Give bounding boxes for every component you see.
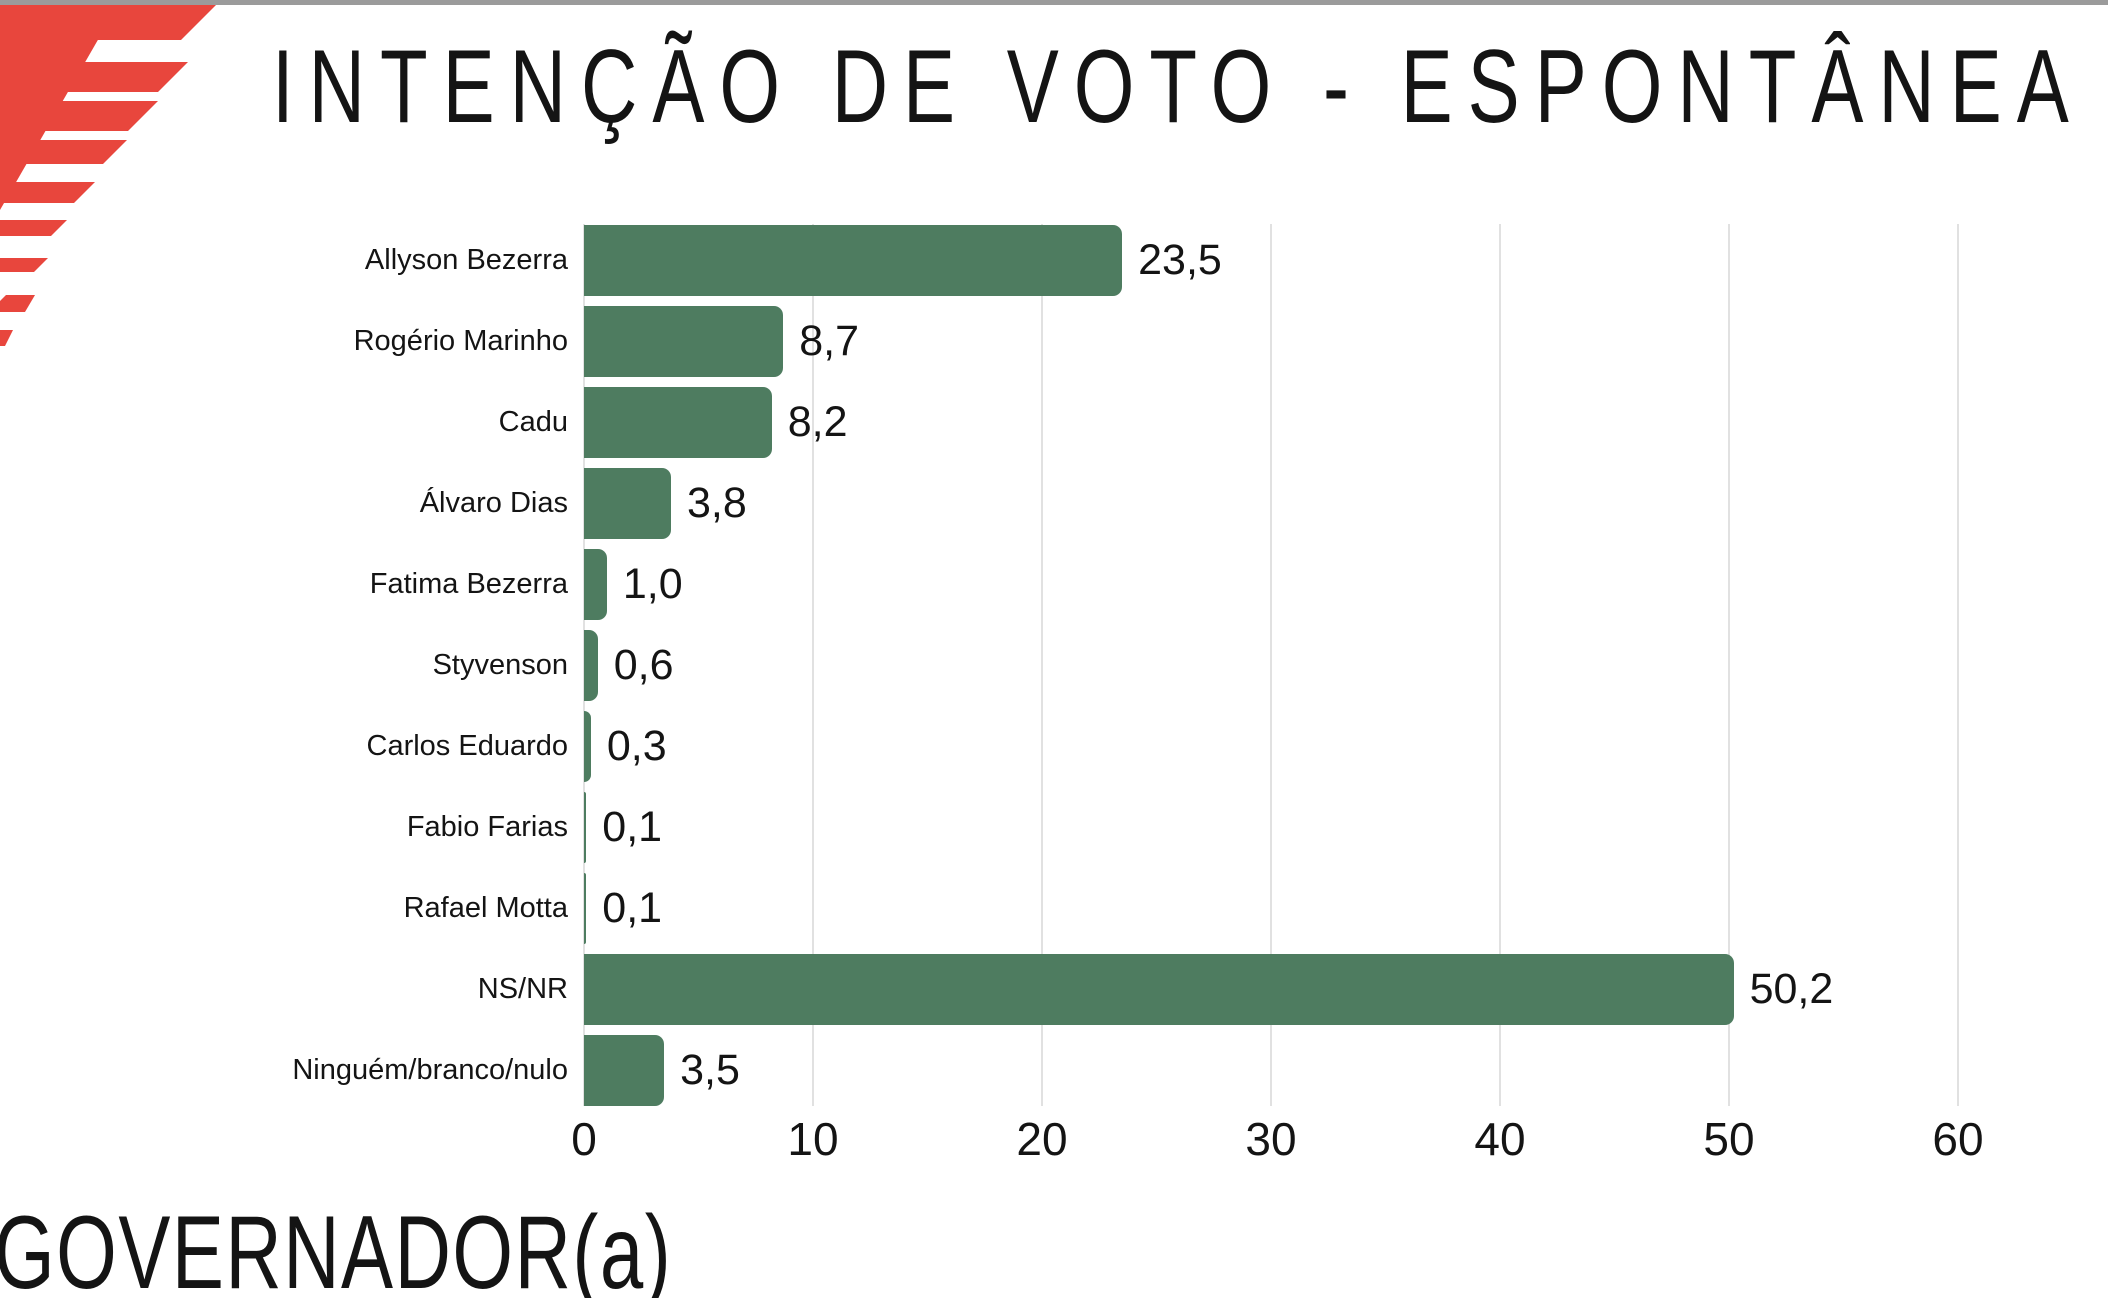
- value-label: 50,2: [1749, 965, 1834, 1013]
- category-label: NS/NR: [477, 973, 568, 1005]
- bar-row: Rafael Motta 0,1: [0, 873, 2108, 944]
- bar: [584, 711, 591, 782]
- gridline: [1957, 224, 1959, 1106]
- category-label: Rafael Motta: [403, 892, 568, 924]
- category-label: Allyson Bezerra: [364, 244, 568, 276]
- category-label: Fatima Bezerra: [369, 568, 568, 600]
- bar: [584, 549, 607, 620]
- bar-row: Rogério Marinho 8,7: [0, 306, 2108, 377]
- bar: [584, 954, 1734, 1025]
- bar-row: Allyson Bezerra 23,5: [0, 225, 2108, 296]
- bar: [584, 468, 672, 539]
- value-label: 0,1: [602, 803, 663, 851]
- bar-row: Álvaro Dias 3,8: [0, 468, 2108, 539]
- bar: [584, 387, 772, 458]
- bar: [584, 1035, 665, 1106]
- value-label: 0,3: [606, 722, 667, 770]
- category-label: Carlos Eduardo: [366, 730, 569, 762]
- category-label: Ninguém/branco/nulo: [292, 1054, 568, 1086]
- value-label: 0,1: [602, 884, 663, 932]
- bar-row: Carlos Eduardo 0,3: [0, 711, 2108, 782]
- gridline: [1728, 224, 1730, 1106]
- x-tick-label: 0: [571, 1113, 597, 1165]
- gridline: [1499, 224, 1501, 1106]
- bar-row: Fatima Bezerra 1,0: [0, 549, 2108, 620]
- value-label: 3,8: [687, 479, 747, 527]
- value-label: 8,2: [787, 398, 848, 446]
- bar: [584, 873, 587, 944]
- question-label: GOVERNADOR(a): [0, 1195, 673, 1298]
- category-label: Rogério Marinho: [353, 325, 568, 357]
- category-label: Cadu: [498, 406, 568, 438]
- page-title: INTENÇÃO DE VOTO - ESPONTÂNEA: [272, 29, 2084, 145]
- x-tick-label: 10: [787, 1113, 839, 1165]
- red-stripes-logo-icon: [0, 5, 216, 346]
- x-tick-label: 30: [1245, 1113, 1297, 1165]
- bar: [584, 306, 784, 377]
- bar-row: Cadu 8,2: [0, 387, 2108, 458]
- gridline: [1041, 224, 1043, 1106]
- gridline: [1270, 224, 1272, 1106]
- x-tick-label: 40: [1474, 1113, 1526, 1165]
- bar-row: Fabio Farias 0,1: [0, 792, 2108, 863]
- category-label: Álvaro Dias: [419, 487, 568, 519]
- bar: [584, 630, 598, 701]
- x-tick-label: 60: [1932, 1113, 1984, 1165]
- gridline: [812, 224, 814, 1106]
- x-tick-label: 20: [1016, 1113, 1068, 1165]
- category-label: Styvenson: [432, 649, 568, 681]
- bar: [584, 792, 587, 863]
- category-label: Fabio Farias: [406, 811, 568, 843]
- bar-row: NS/NR 50,2: [0, 954, 2108, 1025]
- x-tick-label: 50: [1703, 1113, 1755, 1165]
- bar-row: Styvenson 0,6: [0, 630, 2108, 701]
- value-label: 3,5: [680, 1046, 740, 1094]
- bar: [584, 225, 1123, 296]
- value-label: 0,6: [613, 641, 674, 689]
- value-label: 1,0: [622, 560, 683, 608]
- value-label: 23,5: [1138, 236, 1222, 284]
- value-label: 8,7: [799, 317, 859, 365]
- top-border: [0, 0, 2108, 5]
- bar-row: Ninguém/branco/nulo 3,5: [0, 1035, 2108, 1106]
